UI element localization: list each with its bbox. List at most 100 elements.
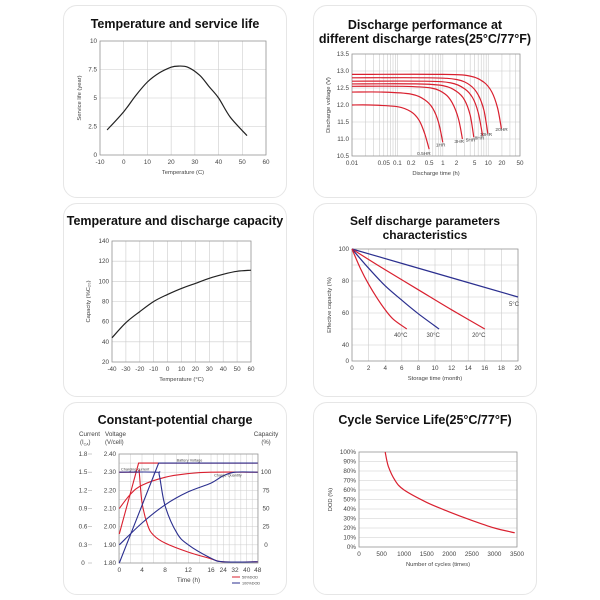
chart-2: -40 -30 -20 -10 0 10 20 30 40 50 60 20 40 60 80 100 120 1…	[86, 238, 255, 383]
x-tick-label: 18	[498, 365, 506, 372]
x-tick-label: 0	[117, 567, 121, 574]
y-tick-label: 0	[93, 152, 97, 159]
x-tick-label: 3500	[510, 551, 525, 558]
current-tick-label: 0.3	[79, 542, 88, 549]
y-tick-label: 100	[98, 278, 109, 285]
chart-title: Temperature and discharge capacity	[66, 214, 284, 228]
legend-label: 100%DOD	[242, 582, 260, 586]
y-axis-label: Capacity (%C₂₀)	[86, 280, 92, 322]
x-tick-label: -10	[149, 366, 159, 373]
x-tick-label: 0.5	[425, 160, 434, 167]
y-tick-label: 80	[342, 278, 350, 285]
chart-3: 0 2 4 6 8 10 12 14 16 18 20 0 40 60 80 100 Storage time …	[327, 246, 522, 382]
x-tick-label: 40	[215, 159, 223, 166]
x-tick-label: 4	[383, 365, 387, 372]
series-label: 10HR	[480, 132, 493, 138]
y-tick-label: 13.5	[337, 51, 350, 58]
y-tick-label: 90%	[343, 459, 356, 466]
x-tick-label: 8	[163, 567, 167, 574]
x-tick-label: -30	[121, 366, 131, 373]
series-label: 20HR	[495, 127, 508, 133]
y-tick-label: 60%	[343, 487, 356, 494]
x-tick-label: 16	[207, 567, 215, 574]
x-tick-label: 40	[243, 567, 251, 574]
plot-frame	[111, 240, 252, 363]
y-tick-label: 11.5	[337, 119, 349, 126]
y-tick-label: 20	[102, 359, 110, 366]
y-tick-label: 120	[98, 258, 109, 265]
chart-title: Temperature and service life	[90, 17, 260, 31]
capacity-axis-label: Capacity	[254, 431, 279, 438]
x-tick-label: 2	[455, 160, 459, 167]
y-axis-label: Effective capacity (%)	[327, 277, 333, 333]
voltage-tick-label: 1.90	[104, 542, 117, 549]
x-tick-label: 3000	[487, 551, 502, 558]
x-tick-label: 6	[400, 365, 404, 372]
y-tick-label: 12.0	[337, 102, 350, 109]
y-tick-label: 7.5	[88, 67, 97, 74]
current-tick-label: 0.6	[79, 524, 88, 531]
x-tick-label: -20	[135, 366, 145, 373]
x-tick-label: 12	[185, 567, 193, 574]
y-tick-label: 5	[93, 95, 97, 102]
grid	[99, 40, 267, 156]
current-axis-label: Current	[79, 431, 100, 438]
voltage-axis-unit: (V/cell)	[105, 440, 124, 446]
y-axis-label: Service life (year)	[77, 75, 83, 120]
x-tick-label: 0.05	[378, 160, 391, 167]
y-axis-label: Discharge voltage (V)	[326, 77, 332, 133]
x-tick-label: 20	[168, 159, 176, 166]
x-tick-label: 14	[465, 365, 473, 372]
series-line-0.5HR	[351, 104, 430, 150]
x-tick-label: 8	[417, 365, 421, 372]
current-tick-label: 1.5	[79, 469, 88, 476]
x-axis-label: Number of cycles (times)	[406, 562, 470, 568]
x-axis-label: Storage time (month)	[408, 376, 463, 382]
capacity-tick-label: 100	[261, 469, 272, 476]
chart-1: 0.01 0.05 0.1 0.2 0.5 1 2 5 10 20 50 10.5 11.0 11.5 12…	[326, 51, 524, 177]
y-tick-label: 50%	[343, 497, 356, 504]
x-tick-label: 20	[192, 366, 200, 373]
current-tick-label: 1.2	[79, 487, 88, 494]
series-100%DOD-current	[119, 471, 258, 563]
x-tick-label: 1	[441, 160, 445, 167]
plot-frame	[351, 248, 519, 362]
x-axis-label: Discharge time (h)	[412, 171, 459, 177]
voltage-axis-label: Voltage	[105, 431, 127, 438]
y-tick-label: 40	[342, 342, 350, 349]
x-tick-label: 60	[247, 366, 255, 373]
card-discharge-performance: Discharge performance at different disch…	[313, 5, 537, 198]
x-tick-label: 48	[254, 567, 262, 574]
x-tick-label: 0	[350, 365, 354, 372]
x-axis-label: Time (h)	[177, 577, 200, 584]
y-axis-label: DOD (%)	[328, 488, 334, 512]
y-tick-label: 80	[102, 299, 110, 306]
x-tick-label: 0	[166, 366, 170, 373]
card-temperature-discharge-capacity: Temperature and discharge capacity	[63, 203, 287, 397]
series-line-5HR	[351, 83, 475, 138]
x-tick-label: 0	[357, 551, 361, 558]
series-line	[111, 269, 252, 339]
chart-title: Constant-potential charge	[97, 413, 253, 427]
series-label: 3HR	[454, 139, 464, 145]
x-tick-label: -40	[107, 366, 117, 373]
y-tick-label: 10%	[343, 535, 356, 542]
chart-title: Discharge performance at	[347, 18, 503, 32]
grid	[358, 451, 518, 548]
capacity-tick-label: 0	[264, 542, 268, 549]
x-tick-label: 30	[206, 366, 214, 373]
series-label: 5HR	[466, 137, 476, 143]
x-tick-label: 24	[220, 567, 228, 574]
x-tick-label: -10	[95, 159, 105, 166]
x-tick-label: 1500	[420, 551, 435, 558]
annotation: Battery Voltage	[177, 458, 203, 462]
x-axis-label: Temperature (°C)	[159, 377, 204, 383]
voltage-tick-label: 2.20	[104, 487, 117, 494]
current-axis-unit: (ICA)	[80, 440, 91, 447]
y-tick-label: 11.0	[337, 136, 349, 143]
x-tick-label: 20	[514, 365, 522, 372]
x-tick-label: 50	[239, 159, 247, 166]
x-tick-label: 60	[262, 159, 270, 166]
x-tick-label: 30	[191, 159, 199, 166]
y-tick-label: 40	[102, 339, 110, 346]
